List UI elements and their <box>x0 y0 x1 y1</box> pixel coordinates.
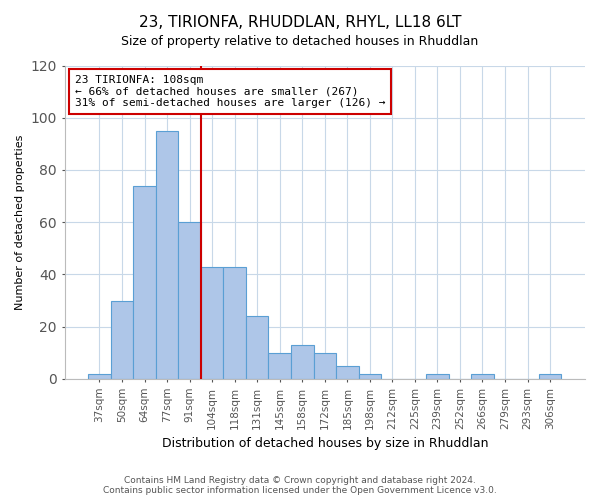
Bar <box>314 353 336 379</box>
Bar <box>178 222 201 379</box>
Bar <box>291 345 314 379</box>
Bar <box>268 353 291 379</box>
Bar <box>471 374 494 379</box>
Bar <box>133 186 156 379</box>
Text: Size of property relative to detached houses in Rhuddlan: Size of property relative to detached ho… <box>121 35 479 48</box>
Bar <box>223 266 246 379</box>
Text: Contains HM Land Registry data © Crown copyright and database right 2024.
Contai: Contains HM Land Registry data © Crown c… <box>103 476 497 495</box>
Text: 23, TIRIONFA, RHUDDLAN, RHYL, LL18 6LT: 23, TIRIONFA, RHUDDLAN, RHYL, LL18 6LT <box>139 15 461 30</box>
Bar <box>88 374 111 379</box>
Bar <box>156 131 178 379</box>
Y-axis label: Number of detached properties: Number of detached properties <box>15 134 25 310</box>
X-axis label: Distribution of detached houses by size in Rhuddlan: Distribution of detached houses by size … <box>161 437 488 450</box>
Bar <box>201 266 223 379</box>
Bar <box>539 374 562 379</box>
Bar <box>336 366 359 379</box>
Bar <box>111 300 133 379</box>
Text: 23 TIRIONFA: 108sqm
← 66% of detached houses are smaller (267)
31% of semi-detac: 23 TIRIONFA: 108sqm ← 66% of detached ho… <box>75 75 385 108</box>
Bar <box>359 374 381 379</box>
Bar <box>246 316 268 379</box>
Bar <box>426 374 449 379</box>
